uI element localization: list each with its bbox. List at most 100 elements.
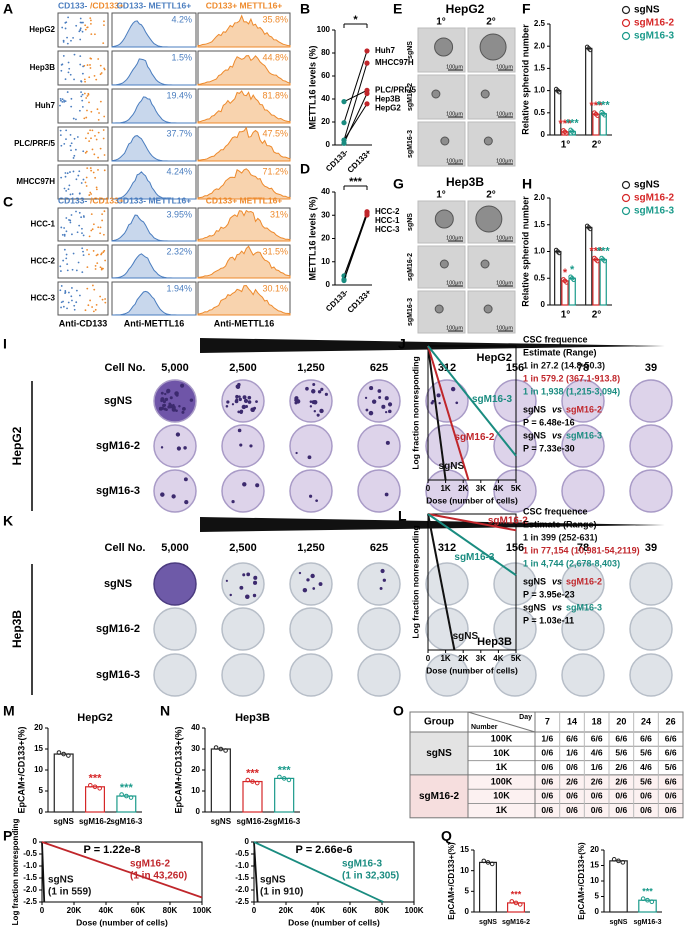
event-dot — [78, 30, 81, 33]
comparison: sgM16-3 — [566, 430, 602, 440]
event-dot — [103, 67, 106, 70]
spheroid — [440, 136, 450, 146]
well — [221, 424, 265, 468]
scale-bar-label: 100μm — [496, 325, 513, 331]
x-tick-label: 0 — [40, 906, 45, 915]
event-dot — [85, 116, 88, 119]
y-axis-label: Relative spheroid number — [520, 196, 530, 307]
significance: * — [570, 264, 575, 276]
event-dot — [60, 270, 62, 272]
x-tick-label: 60K — [343, 906, 358, 915]
spheroid — [479, 33, 507, 61]
y-tick-label: 30 — [191, 744, 200, 753]
event-dot — [63, 187, 66, 190]
y-tick-label: 10 — [191, 786, 200, 795]
scale-bar-label: 100μm — [496, 158, 513, 164]
well — [561, 424, 605, 468]
replicate-dot — [92, 784, 98, 790]
colony — [306, 578, 310, 582]
event-dot — [78, 109, 81, 112]
panel-letter: D — [300, 161, 310, 177]
significance: *** — [590, 245, 604, 257]
fit-line — [427, 345, 447, 481]
colony — [378, 396, 382, 399]
x-tick-label: 60K — [131, 906, 146, 915]
replicate-dot — [61, 751, 66, 757]
colony — [234, 399, 239, 404]
cell: 0/6 — [566, 762, 578, 772]
event-dot — [88, 76, 91, 79]
fit-line — [253, 841, 384, 903]
event-dot — [97, 226, 100, 229]
event-dot — [87, 92, 90, 95]
event-dot — [80, 182, 83, 184]
replicate-dot — [620, 860, 626, 865]
event-dot — [71, 268, 74, 271]
x-tick-label: 2° — [592, 310, 602, 321]
event-dot — [87, 132, 90, 135]
event-dot — [84, 137, 87, 140]
chart-title: HepG2 — [477, 352, 512, 364]
dose: 625 — [370, 362, 388, 374]
event-dot — [88, 101, 90, 104]
fit-line — [427, 345, 517, 457]
estimate: 1 in 1,938 (1,215-3,094) — [523, 386, 620, 396]
replicate-dot — [556, 89, 562, 95]
colony — [315, 499, 319, 503]
y-tick-label: 5 — [465, 886, 470, 895]
cell: 5/6 — [665, 762, 677, 772]
event-dot — [65, 138, 67, 141]
x-tick-label: 0 — [426, 654, 431, 663]
event-dot — [104, 298, 107, 300]
event-dot — [86, 266, 89, 269]
replicate-dot — [602, 112, 608, 118]
percent-label: 31.5% — [262, 246, 288, 256]
event-dot — [65, 217, 68, 219]
bar — [479, 861, 498, 913]
replicate-dot — [119, 792, 124, 797]
event-dot — [64, 292, 67, 295]
event-dot — [59, 289, 62, 292]
y-tick-label: 10 — [34, 765, 43, 774]
significance: *** — [642, 887, 653, 897]
y-tick-label: 0 — [33, 837, 38, 846]
spheroid — [483, 136, 493, 146]
replicate-dot — [254, 780, 260, 786]
event-dot — [63, 227, 66, 229]
colony — [253, 580, 258, 585]
event-dot — [73, 137, 76, 140]
cell: 0/6 — [541, 805, 553, 815]
colony — [385, 410, 388, 414]
p-value: P = 3.95e-23 — [523, 589, 575, 599]
micrograph — [467, 74, 516, 120]
y-tick-label: 30 — [321, 210, 330, 219]
bar — [210, 748, 231, 813]
column-label: 2° — [486, 190, 496, 201]
event-dot — [59, 104, 61, 107]
event-dot — [92, 223, 95, 226]
column-header: CD133- METTL16+ — [117, 0, 191, 10]
event-dot — [84, 80, 86, 83]
event-dot — [59, 99, 62, 102]
row-label: Huh7 — [35, 101, 56, 110]
plot-frame — [41, 841, 203, 903]
y-tick-label: 20 — [191, 765, 200, 774]
bar — [609, 860, 628, 913]
dose: 1,250 — [297, 542, 325, 554]
event-dot — [68, 184, 71, 187]
event-dot — [91, 284, 94, 287]
colony — [305, 386, 309, 391]
x-tick-label: sgM16-2 — [79, 817, 112, 826]
cell: 1/6 — [566, 748, 578, 758]
colony — [242, 395, 247, 400]
replicate-dot — [509, 899, 515, 904]
well — [357, 653, 401, 697]
y-tick-label: 80 — [321, 48, 330, 57]
series-label: Hep3B — [375, 94, 401, 103]
significance: *** — [246, 767, 260, 779]
event-dot — [82, 250, 84, 253]
colony — [294, 396, 299, 401]
cell: 0/6 — [566, 805, 578, 815]
p-value: P = 7.33e-30 — [523, 443, 575, 453]
row-label: HCC-1 — [31, 220, 56, 229]
